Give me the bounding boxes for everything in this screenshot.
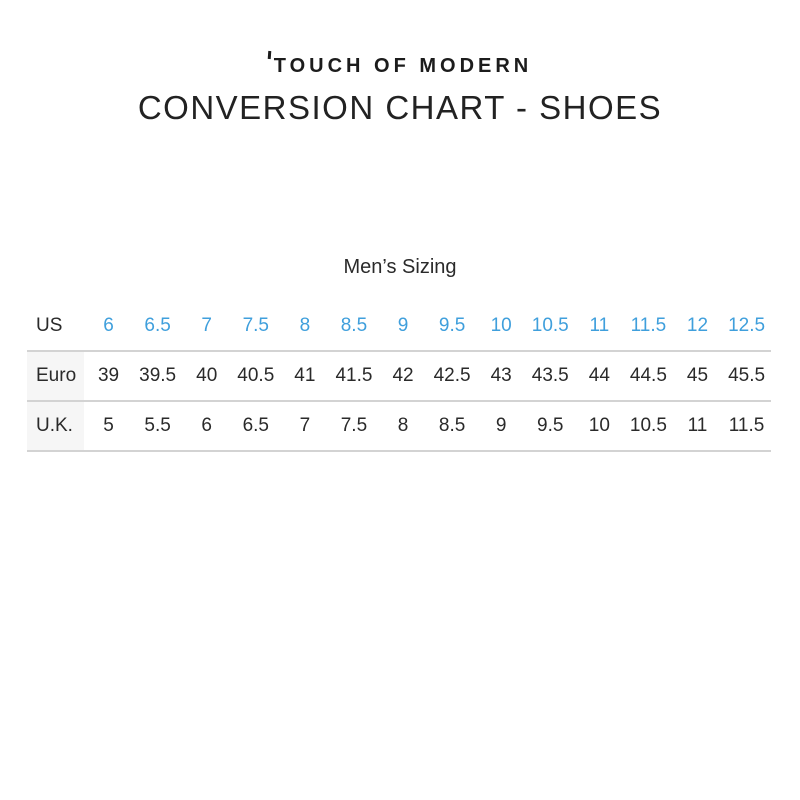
- section-title: Men’s Sizing: [343, 256, 457, 278]
- size-cell: 10.5: [629, 415, 667, 436]
- size-cell: 11: [687, 415, 708, 436]
- size-cell: 5: [103, 415, 114, 436]
- brand-logo-text: TOUCH OF MODERN: [273, 55, 533, 77]
- size-cell: 41.5: [335, 365, 373, 386]
- size-cell: 43.5: [531, 365, 569, 386]
- size-conversion-table: US 6 6.5 7 7.5 8 8.5 9 9.5 10 10.5 11 11.5 12 12.5 Euro…: [27, 302, 771, 452]
- size-cell: 9: [495, 415, 507, 436]
- size-cell: 6: [201, 415, 212, 436]
- size-cell: 5.5: [144, 415, 171, 436]
- size-cell: 12.5: [728, 315, 766, 336]
- size-cell: 10: [490, 315, 512, 336]
- row-label: U.K.: [27, 402, 84, 450]
- size-cell: 6.5: [242, 415, 269, 436]
- size-cell: 10.5: [531, 315, 569, 336]
- row-label: Euro: [27, 352, 84, 400]
- size-cell: 44: [588, 365, 610, 386]
- size-cell: 12: [686, 315, 709, 336]
- size-cell: 41: [294, 365, 316, 386]
- size-cell: 9: [397, 315, 409, 336]
- size-cell: 40: [196, 365, 218, 386]
- table-row-uk: U.K. 5 5.5 6 6.5 7 7.5 8 8.5 9 9.5 10 10.5 11 11.5: [27, 402, 771, 452]
- size-cell: 10: [588, 415, 610, 436]
- size-cell: 43: [490, 365, 512, 386]
- size-cell: 42.5: [433, 365, 471, 386]
- size-cell: 39: [97, 365, 120, 386]
- logo-tick-icon: [267, 50, 272, 60]
- size-cell: 8.5: [438, 415, 466, 436]
- table-row-euro: Euro 39 39.5 40 40.5 41 41.5 42 42.5 43 43.5 44 44.5…: [27, 352, 771, 402]
- size-cell: 45.5: [728, 365, 766, 386]
- size-cell: 8: [299, 315, 311, 336]
- size-cell: 11.5: [630, 315, 667, 336]
- size-cell: 11: [589, 315, 610, 336]
- size-cell: 11.5: [728, 415, 765, 436]
- page-title: CONVERSION CHART - SHOES: [137, 89, 663, 126]
- row-label: US: [36, 315, 63, 336]
- size-cell: 7: [201, 315, 212, 336]
- size-cell: 39.5: [139, 365, 177, 386]
- table-row-us: US 6 6.5 7 7.5 8 8.5 9 9.5 10 10.5 11 11.5 12 12.5: [27, 302, 771, 352]
- size-cell: 44.5: [629, 365, 667, 386]
- size-cell: 8.5: [340, 315, 368, 336]
- size-cell: 9.5: [537, 415, 564, 436]
- size-cell: 7: [299, 415, 311, 436]
- size-cell: 7.5: [340, 415, 368, 436]
- size-cell: 8: [397, 415, 409, 436]
- size-cell: 6.5: [144, 315, 171, 336]
- size-cell: 42: [392, 365, 414, 386]
- size-cell: 45: [686, 365, 709, 386]
- size-cell: 9.5: [438, 315, 466, 336]
- brand-logo: TOUCH OF MODERN: [0, 50, 800, 78]
- size-cell: 7.5: [242, 315, 269, 336]
- size-cell: 40.5: [237, 365, 275, 386]
- size-cell: 6: [103, 315, 114, 336]
